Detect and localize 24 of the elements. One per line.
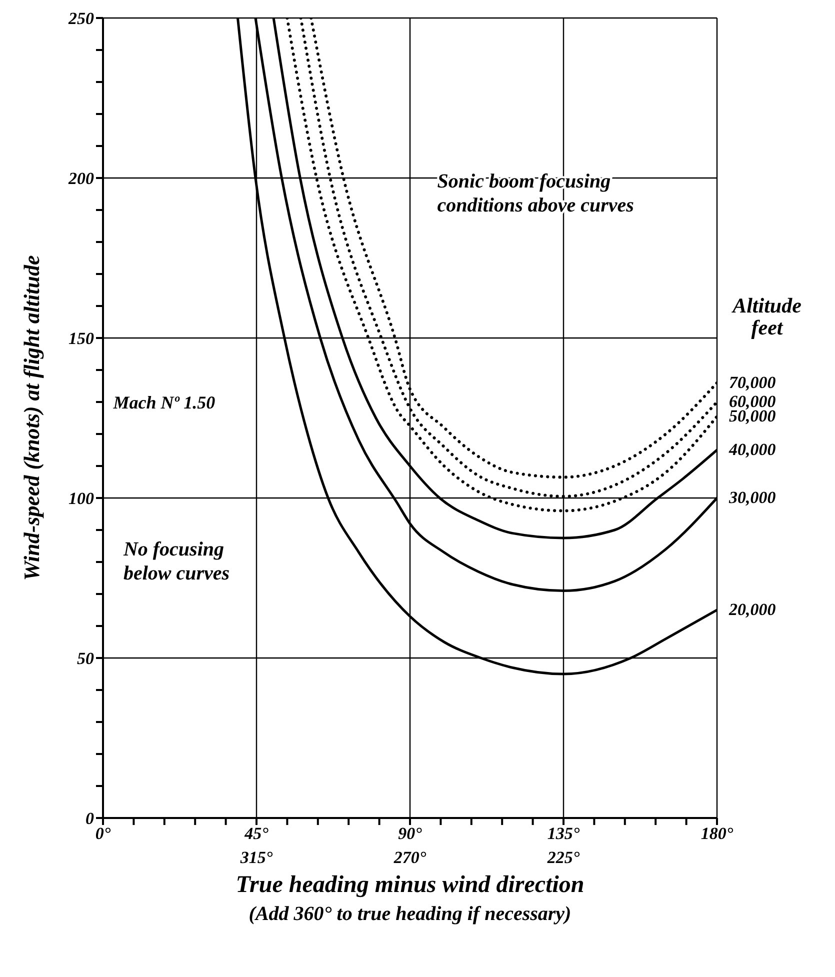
y-tick-label: 150	[68, 329, 94, 348]
x-tick-label: 180°	[700, 824, 734, 844]
x2-tick-label: 315°	[239, 848, 273, 867]
series-label: 40,000	[728, 440, 776, 459]
x2-tick-label: 270°	[392, 848, 426, 867]
x-tick-label: 45°	[244, 824, 269, 844]
annotation: Mach Nº 1.50	[112, 392, 216, 412]
y-tick-label: 50	[77, 649, 94, 668]
y-tick-label: 0	[86, 809, 94, 828]
text: (Add 360° to true heading if necessary)	[248, 903, 572, 925]
annotation: No focusing below curves	[122, 538, 230, 585]
y-tick-label: 200	[68, 169, 94, 188]
series-label: 30,000	[728, 488, 776, 507]
series-label: 70,000	[729, 372, 776, 392]
x-tick-label: 0°	[95, 824, 111, 844]
x-tick-label: 135°	[547, 824, 580, 844]
legend-title: Altitude feet	[730, 293, 802, 340]
y-tick-label: 250	[68, 9, 94, 28]
x-tick-label: 90°	[398, 824, 422, 844]
x-axis-title: True heading minus wind direction	[236, 872, 584, 898]
y-tick-label: 100	[68, 489, 94, 508]
y-axis-title: Wind-speed (knots) at flight altitude	[18, 255, 44, 581]
x2-tick-label: 225°	[546, 848, 580, 867]
series-label: 20,000	[728, 600, 776, 619]
